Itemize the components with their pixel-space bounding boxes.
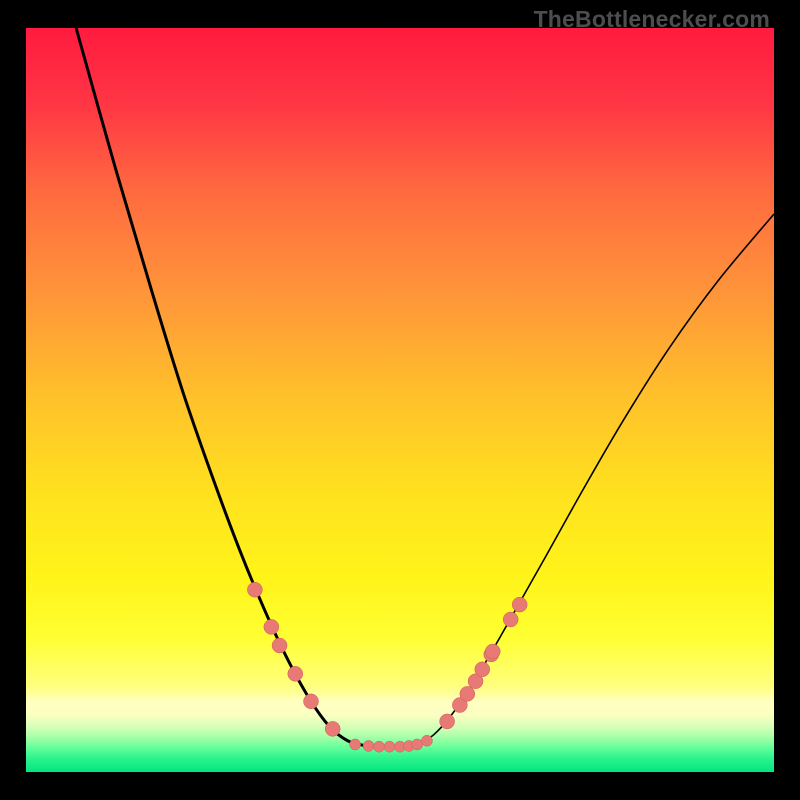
gradient-background xyxy=(26,28,774,772)
data-marker xyxy=(303,694,318,709)
data-marker xyxy=(512,597,527,612)
data-marker xyxy=(363,740,374,751)
data-marker xyxy=(503,612,518,627)
data-marker xyxy=(485,644,500,659)
data-marker xyxy=(475,662,490,677)
data-marker xyxy=(288,666,303,681)
chart-frame: TheBottlenecker.com xyxy=(0,0,800,800)
data-marker xyxy=(412,739,423,750)
data-marker xyxy=(374,741,385,752)
data-marker xyxy=(272,638,287,653)
data-marker xyxy=(384,741,395,752)
data-marker xyxy=(264,619,279,634)
data-marker xyxy=(440,714,455,729)
plot-area xyxy=(26,28,774,772)
data-marker xyxy=(247,582,262,597)
data-marker xyxy=(325,721,340,736)
data-marker xyxy=(350,739,361,750)
data-marker xyxy=(460,686,475,701)
data-marker xyxy=(421,735,432,746)
chart-svg xyxy=(26,28,774,772)
